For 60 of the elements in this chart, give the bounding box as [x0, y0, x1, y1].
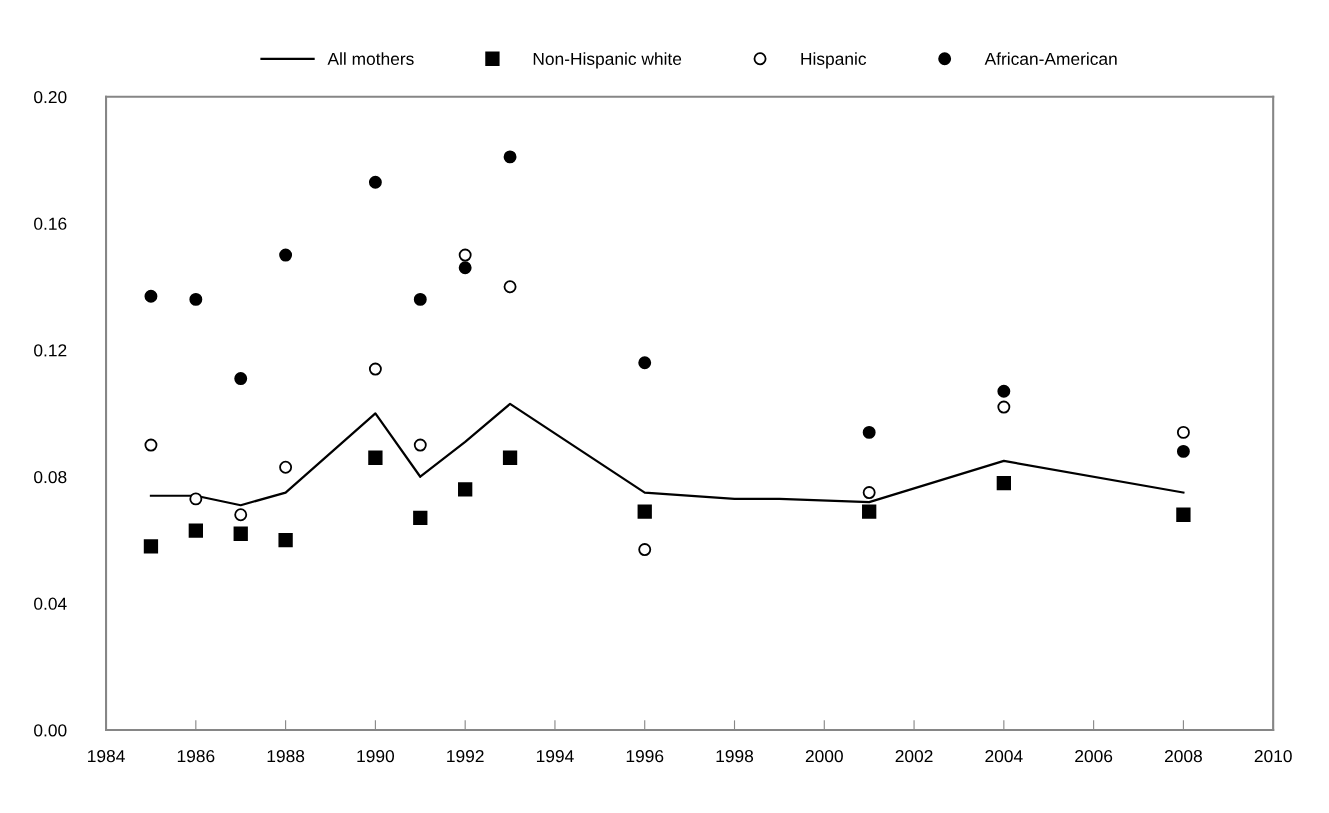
point	[144, 289, 158, 303]
point	[862, 504, 877, 519]
x-tick-label: 2008	[1164, 749, 1202, 763]
x-tick-label: 2000	[805, 749, 843, 763]
point	[368, 450, 383, 465]
point	[279, 248, 293, 262]
x-tick-label: 1996	[626, 749, 664, 763]
point	[502, 450, 518, 465]
y-tick-label: 0.04	[34, 597, 67, 610]
y-tick-label: 0.20	[34, 90, 67, 104]
point	[233, 526, 248, 541]
point	[234, 508, 248, 522]
point	[278, 532, 293, 548]
point	[189, 292, 203, 306]
point	[368, 175, 382, 189]
point	[862, 486, 876, 500]
point	[503, 150, 517, 164]
x-tick-label: 1986	[177, 749, 215, 763]
point	[143, 539, 159, 554]
x-tick-label: 1988	[267, 749, 305, 763]
point	[503, 280, 517, 294]
point	[638, 356, 652, 370]
point	[413, 438, 427, 452]
legend-label: African-American	[984, 52, 1117, 66]
x-tick-label: 2002	[895, 749, 933, 763]
point	[996, 475, 1011, 491]
point	[637, 504, 652, 519]
point	[413, 510, 428, 526]
x-tick-label: 1994	[536, 749, 574, 763]
x-tick-label: 1998	[716, 749, 754, 763]
legend-label: All mothers	[327, 52, 414, 66]
x-tick-label: 2004	[985, 749, 1023, 763]
point	[144, 438, 158, 452]
point	[189, 492, 203, 506]
point	[458, 261, 472, 275]
y-tick-label: 0.00	[34, 724, 67, 737]
y-tick-label: 0.16	[34, 217, 67, 230]
point	[458, 248, 472, 262]
point	[997, 400, 1011, 414]
x-tick-label: 1992	[447, 749, 484, 763]
x-tick-label: 1984	[88, 749, 125, 763]
point	[413, 292, 427, 306]
legend-label: Hispanic	[801, 52, 867, 69]
x-tick-label: 2010	[1254, 749, 1292, 763]
point	[188, 523, 203, 538]
legend-label: Non-Hispanic white	[533, 52, 682, 69]
x-tick-label: 2006	[1075, 749, 1113, 763]
point	[1176, 444, 1190, 458]
y-tick-label: 0.08	[34, 470, 67, 484]
point	[458, 482, 473, 497]
y-tick-label: 0.12	[34, 344, 67, 357]
point	[368, 362, 382, 376]
point	[279, 460, 293, 474]
point	[997, 384, 1011, 398]
point	[862, 425, 876, 439]
point	[1176, 425, 1190, 439]
point	[234, 372, 248, 386]
x-tick-label: 1990	[357, 749, 395, 763]
point	[638, 543, 652, 557]
point	[1176, 507, 1191, 522]
